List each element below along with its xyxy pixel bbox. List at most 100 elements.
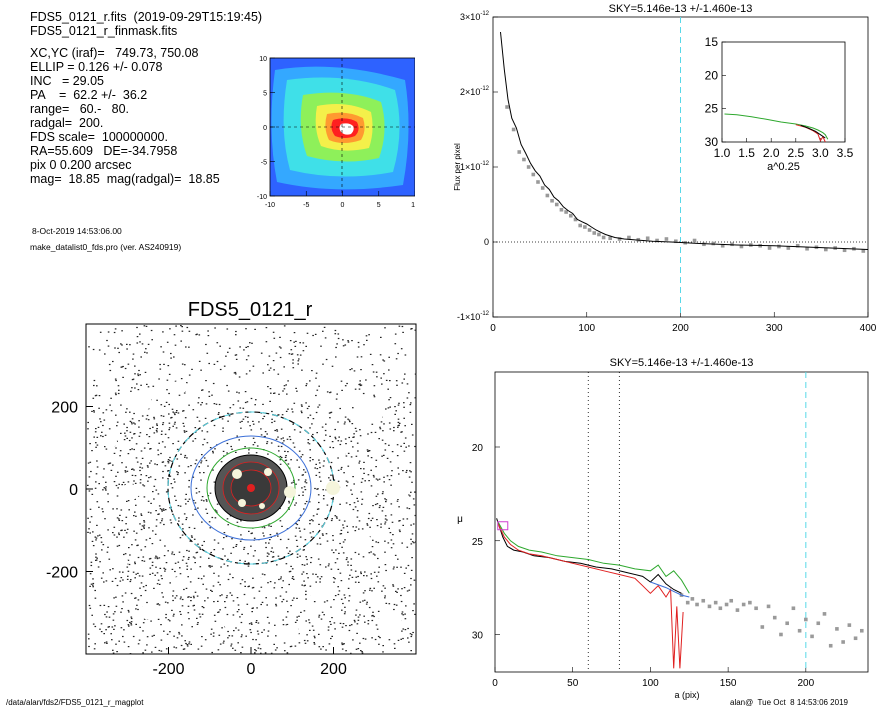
noise-speck bbox=[173, 478, 175, 480]
noise-speck bbox=[319, 564, 322, 566]
noise-speck bbox=[106, 611, 108, 613]
noise-speck bbox=[376, 628, 379, 630]
noise-speck bbox=[113, 628, 115, 630]
noise-speck bbox=[156, 583, 159, 585]
noise-speck bbox=[291, 411, 294, 413]
noise-speck bbox=[107, 463, 110, 465]
noise-speck bbox=[101, 549, 103, 551]
noise-speck bbox=[304, 481, 306, 483]
noise-speck bbox=[123, 553, 125, 556]
chart3-point bbox=[791, 606, 796, 611]
noise-speck bbox=[289, 570, 292, 572]
noise-speck bbox=[284, 456, 287, 458]
noise-speck bbox=[410, 569, 413, 571]
noise-speck bbox=[218, 611, 220, 613]
noise-speck bbox=[162, 477, 164, 479]
noise-speck bbox=[178, 551, 181, 553]
noise-speck bbox=[150, 512, 152, 514]
noise-speck bbox=[389, 428, 392, 430]
noise-speck bbox=[383, 454, 385, 456]
noise-speck bbox=[264, 435, 266, 438]
noise-speck bbox=[98, 534, 101, 536]
noise-speck bbox=[201, 496, 204, 498]
noise-speck bbox=[199, 616, 202, 618]
noise-speck bbox=[377, 571, 380, 573]
noise-speck bbox=[411, 533, 414, 535]
noise-speck bbox=[112, 508, 114, 510]
noise-speck bbox=[328, 412, 331, 414]
noise-speck bbox=[319, 537, 321, 539]
noise-speck bbox=[331, 617, 333, 619]
noise-speck bbox=[414, 541, 417, 543]
noise-speck bbox=[355, 430, 358, 432]
noise-speck bbox=[192, 605, 195, 607]
noise-speck bbox=[139, 469, 141, 472]
noise-speck bbox=[347, 564, 349, 566]
noise-speck bbox=[118, 533, 120, 536]
chart1-point bbox=[720, 243, 725, 248]
noise-speck bbox=[353, 619, 356, 621]
noise-speck bbox=[239, 583, 242, 585]
noise-speck bbox=[206, 500, 208, 502]
noise-speck bbox=[348, 436, 350, 439]
noise-speck bbox=[373, 615, 375, 618]
noise-speck bbox=[150, 448, 152, 450]
noise-speck bbox=[236, 611, 239, 613]
noise-speck bbox=[212, 635, 215, 637]
chart3-point bbox=[822, 612, 827, 616]
noise-speck bbox=[360, 491, 363, 493]
noise-speck bbox=[222, 548, 224, 550]
noise-speck bbox=[95, 428, 97, 430]
noise-speck bbox=[153, 418, 156, 420]
noise-speck bbox=[263, 629, 265, 631]
chart1-point bbox=[617, 237, 622, 241]
chart3-point bbox=[804, 617, 808, 622]
noise-speck bbox=[244, 585, 246, 587]
noise-speck bbox=[385, 408, 387, 410]
noise-speck bbox=[409, 495, 411, 497]
noise-speck bbox=[137, 373, 139, 375]
noise-speck bbox=[150, 502, 152, 504]
noise-speck bbox=[264, 652, 267, 654]
noise-speck bbox=[226, 328, 229, 330]
noise-speck bbox=[130, 624, 133, 626]
noise-speck bbox=[309, 519, 311, 522]
noise-speck bbox=[388, 356, 390, 358]
noise-speck bbox=[385, 501, 387, 503]
noise-speck bbox=[147, 500, 150, 502]
noise-speck bbox=[324, 337, 327, 339]
chart1-point bbox=[711, 241, 716, 246]
noise-speck bbox=[258, 590, 261, 592]
noise-speck bbox=[397, 421, 400, 423]
noise-speck bbox=[413, 504, 416, 506]
noise-speck bbox=[269, 388, 272, 390]
noise-speck bbox=[306, 407, 309, 410]
noise-speck bbox=[166, 341, 169, 343]
noise-speck bbox=[105, 489, 107, 491]
noise-speck bbox=[309, 414, 312, 416]
noise-speck bbox=[265, 546, 267, 549]
chart1-point bbox=[692, 238, 697, 243]
noise-speck bbox=[388, 369, 390, 371]
noise-speck bbox=[402, 614, 405, 616]
noise-speck bbox=[281, 525, 283, 527]
noise-speck bbox=[175, 325, 177, 327]
noise-speck bbox=[277, 555, 280, 557]
noise-speck bbox=[294, 345, 297, 347]
noise-speck bbox=[181, 635, 183, 637]
noise-speck bbox=[157, 579, 160, 581]
noise-speck bbox=[143, 524, 146, 526]
noise-speck bbox=[103, 633, 105, 635]
noise-speck bbox=[180, 596, 182, 598]
noise-speck bbox=[385, 499, 388, 501]
noise-speck bbox=[199, 472, 201, 474]
noise-speck bbox=[325, 434, 327, 436]
noise-speck bbox=[142, 652, 144, 654]
noise-speck bbox=[147, 343, 150, 345]
noise-speck bbox=[236, 391, 238, 393]
noise-speck bbox=[372, 371, 375, 373]
noise-speck bbox=[263, 535, 265, 537]
noise-speck bbox=[97, 566, 100, 568]
noise-speck bbox=[211, 565, 213, 567]
